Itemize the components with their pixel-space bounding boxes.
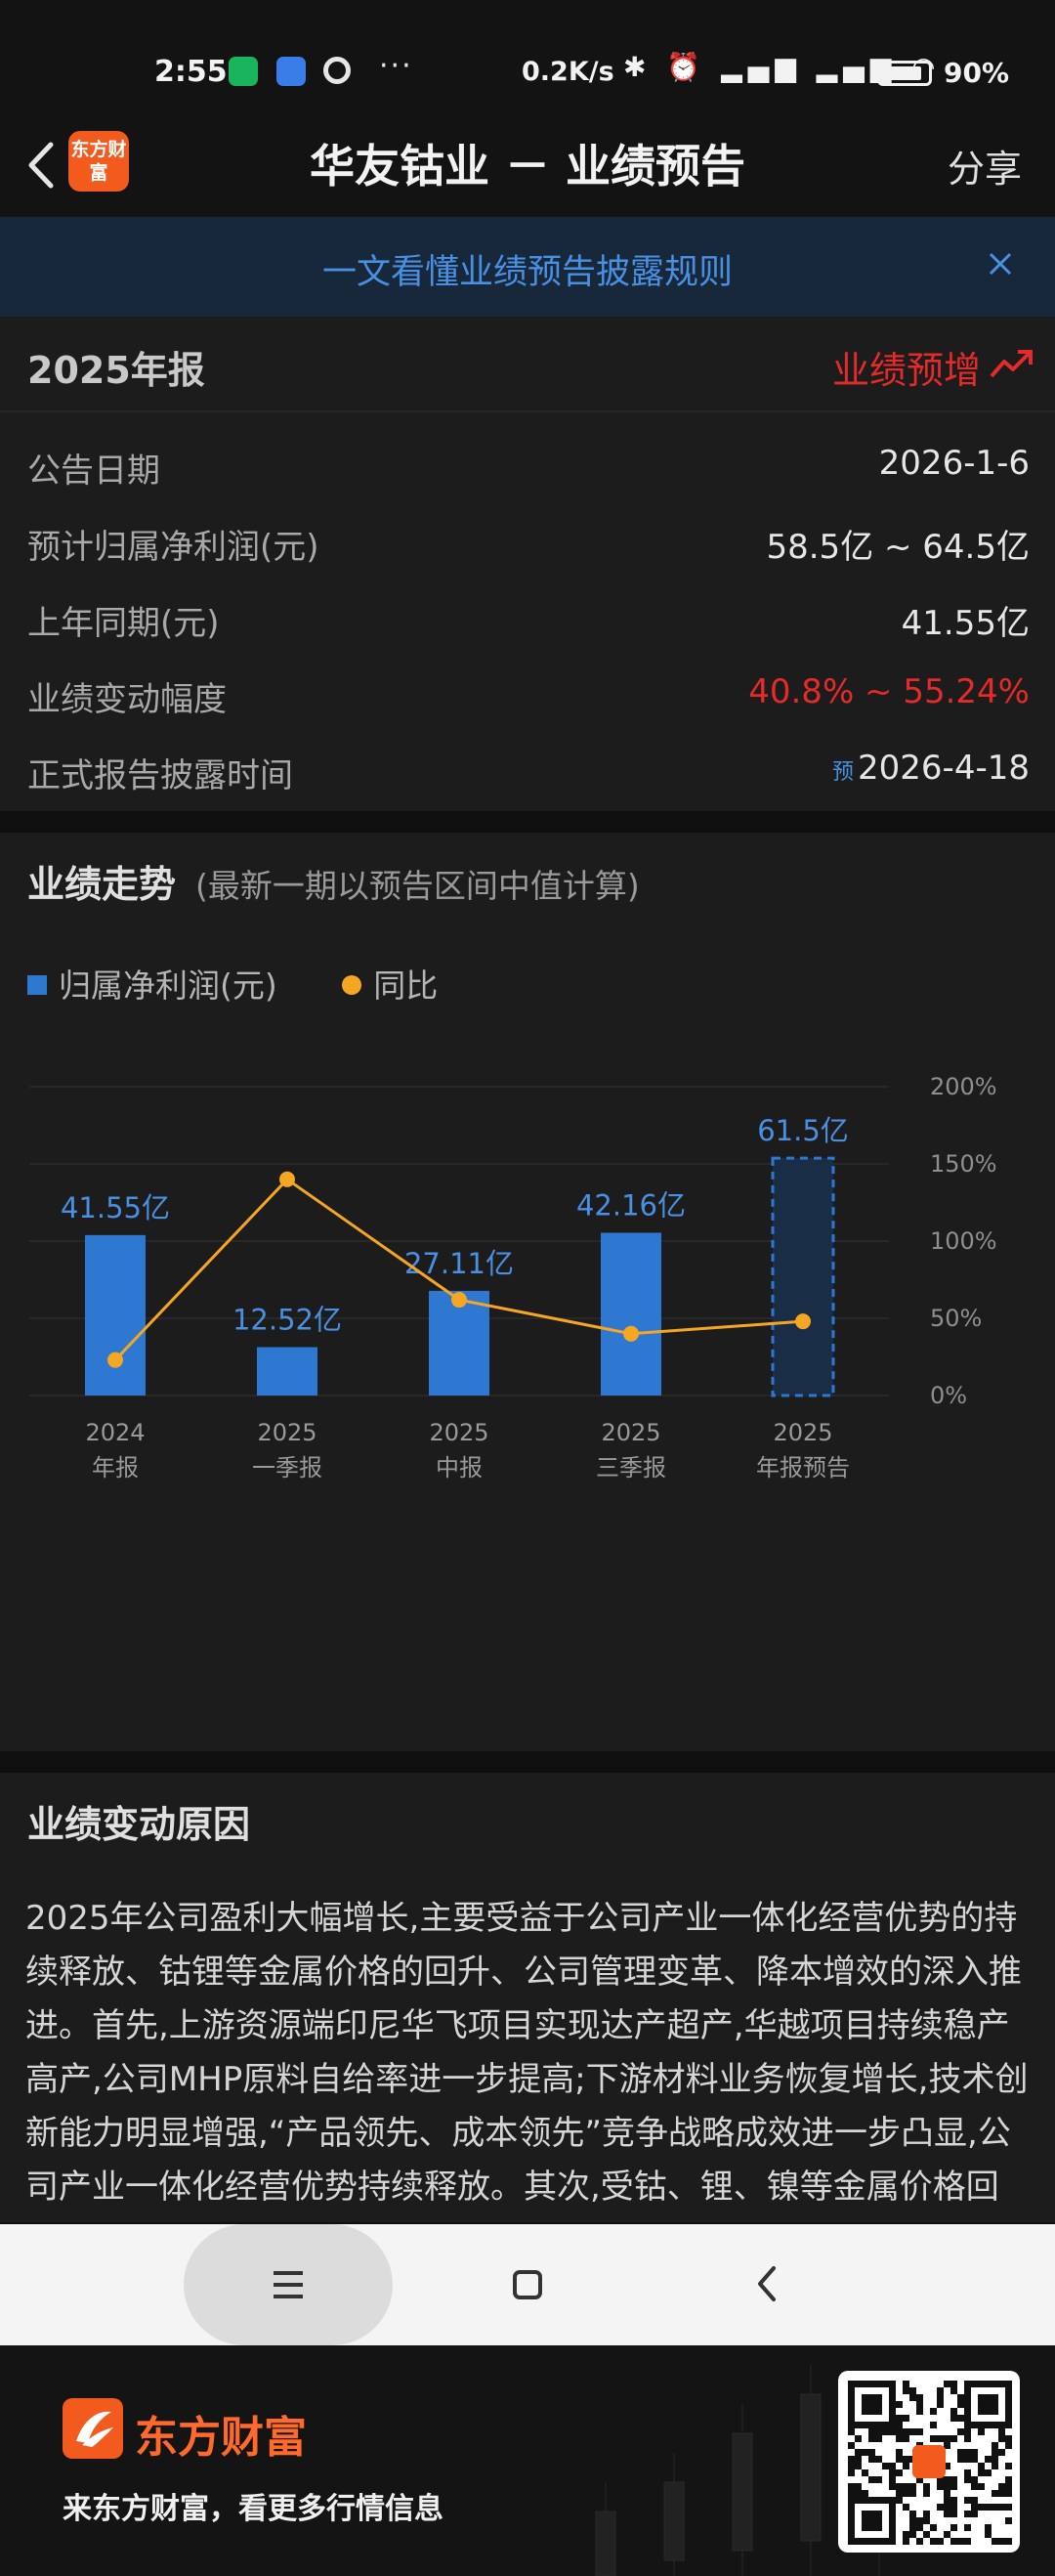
x-tick-label: 2025 [773,1419,832,1446]
recent-apps-button[interactable] [184,2224,393,2345]
row-value-text: 2026-4-18 [858,749,1030,788]
battery-level: 90% [944,57,1010,89]
bar-value-label: 41.55亿 [61,1191,170,1224]
bar-value-label: 12.52亿 [232,1304,342,1337]
row-report-date: 正式报告披露时间 预 2026-4-18 [0,731,1055,807]
x-tick-label: 2025 [601,1419,660,1446]
forecast-type-badge: 业绩预增 [831,349,981,392]
qr-code[interactable] [838,2371,1020,2553]
profit-bar [85,1234,146,1395]
profit-bar [257,1347,317,1395]
row-label: 预计归属净利润(元) [27,528,319,567]
x-tick-label: 一季报 [252,1454,322,1481]
row-value: 58.5亿 ~ 64.5亿 [766,528,1030,567]
system-navigation-bar [0,2224,1055,2345]
trend-note: (最新一期以预告区间中值计算) [195,867,640,905]
nav-bar: 东方财富 华友钴业 － 业绩预告 分享 [0,119,1055,217]
bar-value-label: 61.5亿 [757,1114,849,1147]
row-label: 上年同期(元) [27,604,220,643]
row-value: 41.55亿 [901,604,1030,643]
row-value: 2026-1-6 [878,444,1030,483]
row-last-year: 上年同期(元) 41.55亿 [0,579,1055,655]
yoy-point [451,1292,467,1309]
performance-trend-card: 业绩走势 (最新一期以预告区间中值计算) 归属净利润(元) 同比 0% 50% 10… [0,833,1055,1751]
row-label: 业绩变动幅度 [27,680,227,719]
x-tick-label: 2025 [429,1419,488,1446]
report-period: 2025年报 [27,349,205,392]
back-button[interactable] [18,131,72,199]
row-forecast-profit: 预计归属净利润(元) 58.5亿 ~ 64.5亿 [0,502,1055,579]
trend-title: 业绩走势 [27,863,177,906]
forecast-bar [771,1156,835,1397]
app-logo[interactable]: 东方财富 [68,131,129,192]
back-arrow-icon [758,2266,776,2301]
candlestick-background [595,2365,890,2576]
close-icon[interactable] [981,244,1020,283]
yoy-point [107,1352,123,1368]
reason-text: 2025年公司盈利大幅增长,主要受益于公司产业一体化经营优势的持续释放、钴锂等金… [25,1899,1029,2222]
row-label: 正式报告披露时间 [27,756,293,795]
profit-bar [429,1290,489,1395]
x-tick-label: 年报 [92,1454,139,1481]
menu-icon [274,2271,303,2298]
more-notifications-icon: ··· [379,49,413,83]
legend-line-label: 同比 [373,966,439,1005]
status-time: 2:55 [154,55,228,89]
forecast-summary-card: 2025年报 业绩预增 公告日期 2026-1-6 预计归属净利润(元) 58.… [0,317,1055,811]
profit-bar [601,1232,661,1395]
app-notification-icon [276,57,306,86]
network-speed: 0.2K/s [522,57,614,87]
page-title: 华友钴业 － 业绩预告 [309,140,746,193]
y-tick-label: 150% [930,1150,997,1178]
bar-value-label: 42.16亿 [576,1188,686,1222]
row-label: 公告日期 [27,451,160,491]
system-back-button[interactable] [742,2259,791,2308]
chevron-left-icon [28,142,54,189]
footer-logo-icon [63,2398,123,2459]
disclosure-rules-banner[interactable]: 一文看懂业绩预告披露规则 [0,217,1055,317]
home-button[interactable] [496,2261,559,2308]
yoy-point [279,1171,295,1187]
reason-title: 业绩变动原因 [27,1803,251,1846]
y-tick-label: 0% [930,1382,967,1409]
x-tick-label: 中报 [436,1454,483,1481]
battery-icon [877,61,932,86]
legend-bar-label: 归属净利润(元) [59,966,277,1005]
profit-trend-chart: 0% 50% 100% 150% 200% 41.55亿 2024 年报 12.52亿 2025 一… [29,1073,997,1481]
yoy-point [795,1313,811,1330]
yoy-point [623,1325,639,1342]
x-tick-label: 年报预告 [756,1454,850,1481]
trend-up-icon [990,350,1033,378]
row-change-range: 业绩变动幅度 40.8% ~ 55.24% [0,655,1055,731]
row-announce-date: 公告日期 2026-1-6 [0,426,1055,502]
report-header: 2025年报 业绩预增 [0,317,1055,412]
legend-line-swatch [342,974,362,995]
change-reason-card: 业绩变动原因 2025年公司盈利大幅增长,主要受益于公司产业一体化经营优势的持续… [0,1773,1055,2222]
y-tick-label: 50% [930,1305,982,1332]
estimated-tag: 预 [832,759,855,785]
promo-footer: 东方财富 来东方财富，看更多行情信息 [0,2345,1055,2576]
banner-link[interactable]: 一文看懂业绩预告披露规则 [321,253,733,292]
home-icon [513,2270,542,2299]
y-tick-label: 100% [930,1227,997,1255]
row-value: 40.8% ~ 55.24% [748,672,1030,711]
footer-slogan: 来东方财富，看更多行情信息 [63,2492,443,2526]
footer-brand: 东方财富 [135,2413,307,2463]
qr-code-image [848,2381,1012,2545]
chart-legend: 归属净利润(元) 同比 [27,960,438,1007]
share-button[interactable]: 分享 [947,148,1022,191]
bar-value-label: 27.11亿 [404,1247,514,1280]
shield-icon [229,57,258,86]
x-tick-label: 2025 [257,1419,316,1446]
y-tick-label: 200% [930,1073,997,1100]
ring-icon [323,57,351,84]
x-tick-label: 2024 [85,1419,145,1446]
x-tick-label: 三季报 [596,1454,666,1481]
row-value: 预 2026-4-18 [832,749,1030,788]
legend-bar-swatch [27,974,47,995]
